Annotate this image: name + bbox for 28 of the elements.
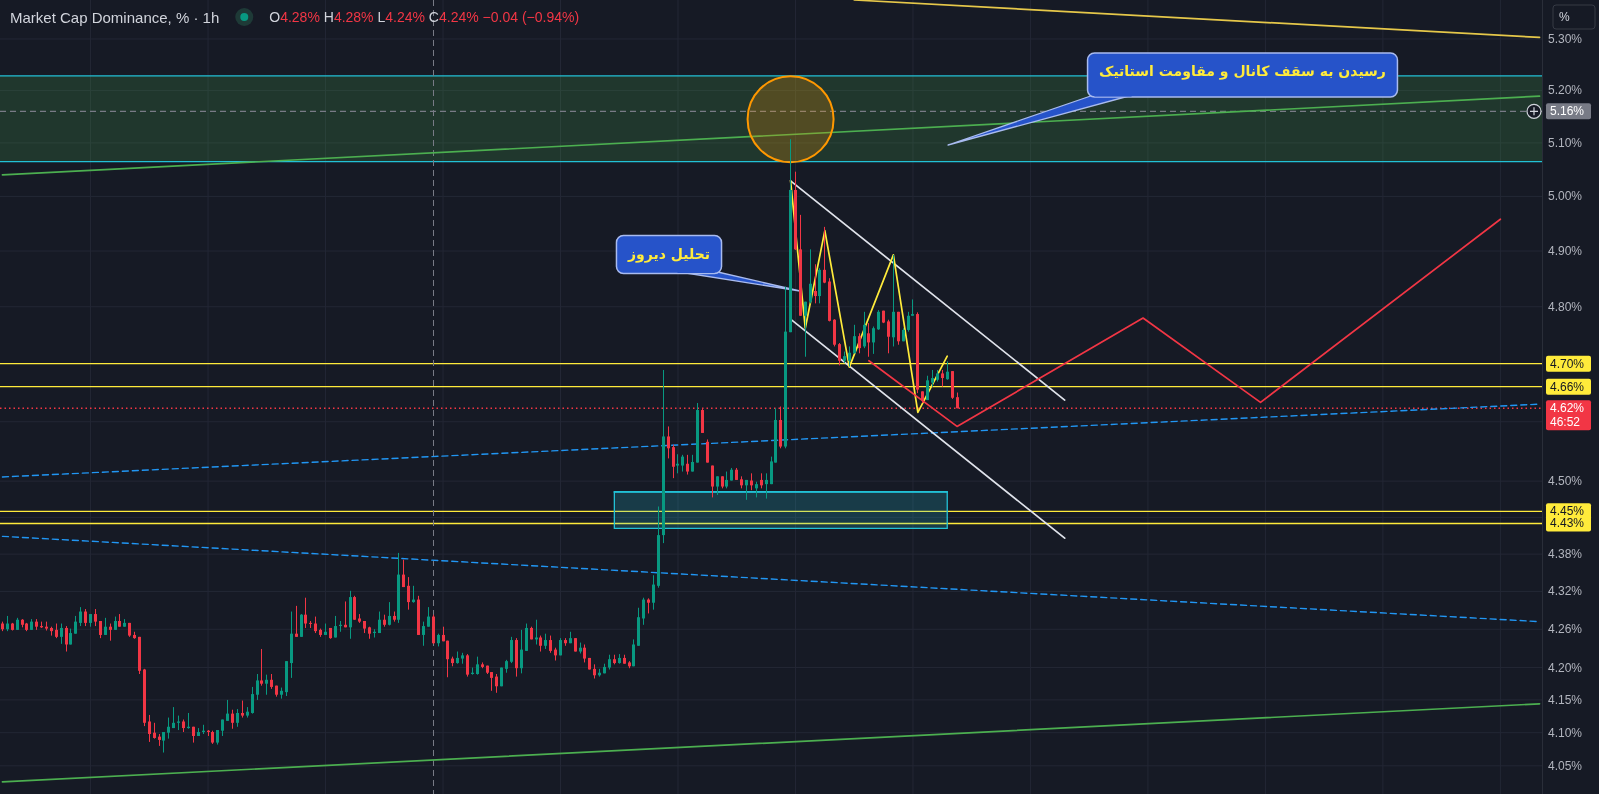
annotation: % xyxy=(1552,4,1596,30)
ref-label: 5.16% xyxy=(1546,103,1591,120)
y-tick-label: 4.38% xyxy=(1548,547,1583,562)
y-tick-label: 4.32% xyxy=(1548,584,1583,599)
ref-line-label: 5.16% xyxy=(1550,104,1585,119)
annotation: رسیدن به سقف کانال و مقاومت استاتیک xyxy=(947,52,1399,146)
y-tick-label: 5.30% xyxy=(1548,32,1583,46)
y-tick-label: 4.90% xyxy=(1548,244,1583,258)
ref-line-label: 4.62% 46:52 xyxy=(1550,401,1585,430)
annotation: تحلیل دیروز xyxy=(615,234,801,292)
ref-label: 4.62% 46:52 xyxy=(1546,400,1591,431)
annotation: رسیدن به سقف کانال و مقاومت استاتیک xyxy=(1099,63,1386,80)
y-tick-label: 5.00% xyxy=(1548,189,1583,204)
y-tick-label: 4.15% xyxy=(1548,692,1583,707)
y-tick-label: 4.05% xyxy=(1548,758,1583,773)
y-tick-label: 4.20% xyxy=(1548,660,1583,675)
y-tick-label: 4.50% xyxy=(1548,474,1583,489)
annotation: O4.28% H4.28% L4.24% C4.24% −0.04 (−0.94%) xyxy=(269,9,580,25)
y-tick-label: 4.10% xyxy=(1548,725,1583,740)
ref-label: 4.43% xyxy=(1546,515,1591,532)
y-tick-label: 5.20% xyxy=(1548,83,1583,98)
annotation: تحلیل دیروز xyxy=(626,245,711,263)
ref-line-label: 4.70% xyxy=(1550,356,1585,371)
y-tick-label: 5.10% xyxy=(1548,135,1583,150)
title: Market Cap Dominance, % · 1h xyxy=(10,8,220,26)
ref-line-label: 4.66% xyxy=(1550,379,1585,394)
y-tick-label: 4.80% xyxy=(1548,299,1583,314)
y-tick-label: 4.26% xyxy=(1548,622,1583,637)
